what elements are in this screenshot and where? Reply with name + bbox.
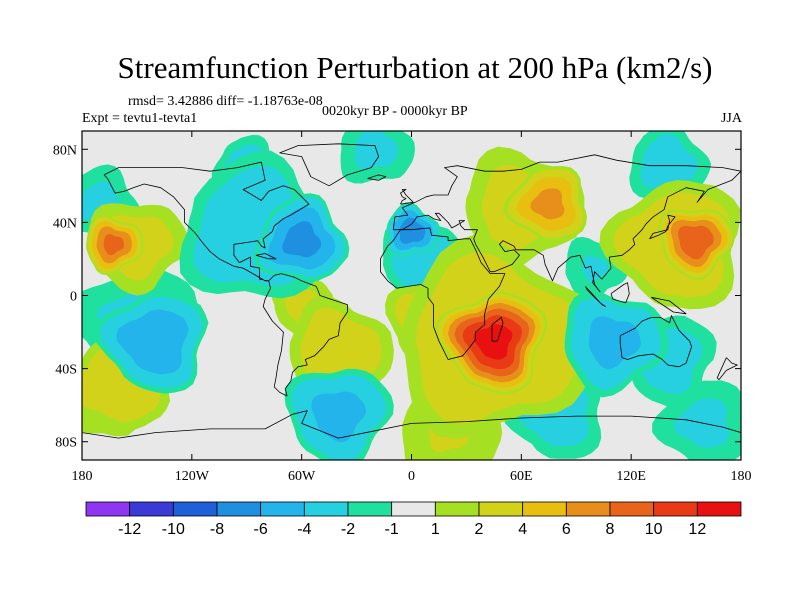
contour-band xyxy=(530,188,565,220)
chart-title: Streamfunction Perturbation at 200 hPa (… xyxy=(117,50,713,85)
x-tick-label: 120W xyxy=(175,469,210,484)
colorbar-swatch xyxy=(609,501,655,517)
coastline xyxy=(262,273,348,397)
colorbar-swatch xyxy=(565,501,611,517)
coastline xyxy=(716,357,738,380)
colorbar-label: -8 xyxy=(210,521,224,538)
colorbar-label: 8 xyxy=(606,521,615,538)
colorbar-swatch xyxy=(653,501,698,517)
coastline xyxy=(255,253,277,260)
anomaly-center xyxy=(340,131,415,184)
coastline xyxy=(649,214,676,240)
colorbar-swatch xyxy=(522,501,567,517)
anomaly-center xyxy=(503,166,587,242)
colorbar-label: 12 xyxy=(688,521,706,538)
stats-text: rmsd= 3.42886 diff= -1.18763e-08 xyxy=(128,94,323,109)
colorbar-label: 1 xyxy=(431,521,440,538)
x-tick-label: 60W xyxy=(288,469,316,484)
contour-band xyxy=(116,309,189,375)
anomaly-center xyxy=(86,215,144,276)
y-tick-label: 40S xyxy=(55,363,77,378)
colorbar-swatch xyxy=(260,501,305,517)
contour-band xyxy=(677,225,714,260)
coastlines xyxy=(82,143,741,439)
contour-band xyxy=(103,234,124,256)
colorbar-swatch xyxy=(216,501,262,517)
coastline xyxy=(651,296,687,315)
coastline xyxy=(400,189,414,205)
colorbar-label: -10 xyxy=(162,521,185,538)
coastline xyxy=(279,143,379,187)
anomaly-center xyxy=(254,193,350,282)
contour-band xyxy=(588,316,641,370)
y-tick-label: 80N xyxy=(53,143,77,158)
anomaly-center xyxy=(564,291,669,398)
coastline xyxy=(367,174,387,181)
anomaly-center xyxy=(93,291,209,394)
colorbar-swatch xyxy=(478,501,524,517)
colorbar-swatch xyxy=(347,501,393,517)
anomaly-center xyxy=(434,291,548,395)
colorbar-swatch xyxy=(172,501,218,517)
streamfunction-field xyxy=(82,131,741,460)
contour-band xyxy=(640,133,699,189)
anomaly-center xyxy=(658,209,735,281)
y-tick-label: 0 xyxy=(70,290,77,305)
coastline xyxy=(491,317,504,342)
colorbar-label: 6 xyxy=(562,521,571,538)
colorbar-label: 2 xyxy=(475,521,484,538)
coastline xyxy=(82,410,741,439)
colorbar-label: 4 xyxy=(518,521,527,538)
contour-band xyxy=(399,217,426,244)
colorbar-swatch xyxy=(303,501,349,517)
colorbar-label: -1 xyxy=(385,521,399,538)
colorbar-swatch xyxy=(696,501,742,517)
y-tick-label: 80S xyxy=(55,436,77,451)
x-tick-label: 180 xyxy=(72,469,93,484)
anomaly-center xyxy=(284,368,394,460)
coastline xyxy=(392,154,741,293)
coastline xyxy=(103,161,310,282)
colorbar-label: 10 xyxy=(645,521,663,538)
contour-band xyxy=(282,221,322,258)
period-label: 0020kyr BP - 0000kyr BP xyxy=(322,104,468,119)
x-tick-label: 0 xyxy=(408,469,415,484)
coastline xyxy=(380,227,506,360)
colorbar-swatch xyxy=(129,501,174,517)
y-tick-label: 40N xyxy=(53,216,77,231)
x-tick-label: 60E xyxy=(510,469,533,484)
colorbar-swatch xyxy=(434,501,480,517)
contour-band xyxy=(311,391,366,443)
x-tick-label: 120E xyxy=(616,469,646,484)
colorbar-label: -6 xyxy=(254,521,268,538)
colorbar-label: -12 xyxy=(118,521,141,538)
season-label: JJA xyxy=(720,111,742,126)
coastline xyxy=(619,315,692,368)
coastline xyxy=(610,282,630,304)
coastline xyxy=(585,286,606,307)
colorbar-swatch xyxy=(85,501,131,517)
experiment-label: Expt = tevtu1-tevta1 xyxy=(82,111,198,126)
colorbar-swatch xyxy=(391,501,436,517)
contour-band xyxy=(582,255,609,283)
colorbar-label: -4 xyxy=(297,521,311,538)
x-tick-label: 180 xyxy=(731,469,752,484)
contour-band xyxy=(473,324,513,360)
colorbar: -12 -10 -8 -6 -4 -2 -1 1 2 4 6 8 10 12 xyxy=(85,501,742,538)
colorbar-label: -2 xyxy=(341,521,355,538)
